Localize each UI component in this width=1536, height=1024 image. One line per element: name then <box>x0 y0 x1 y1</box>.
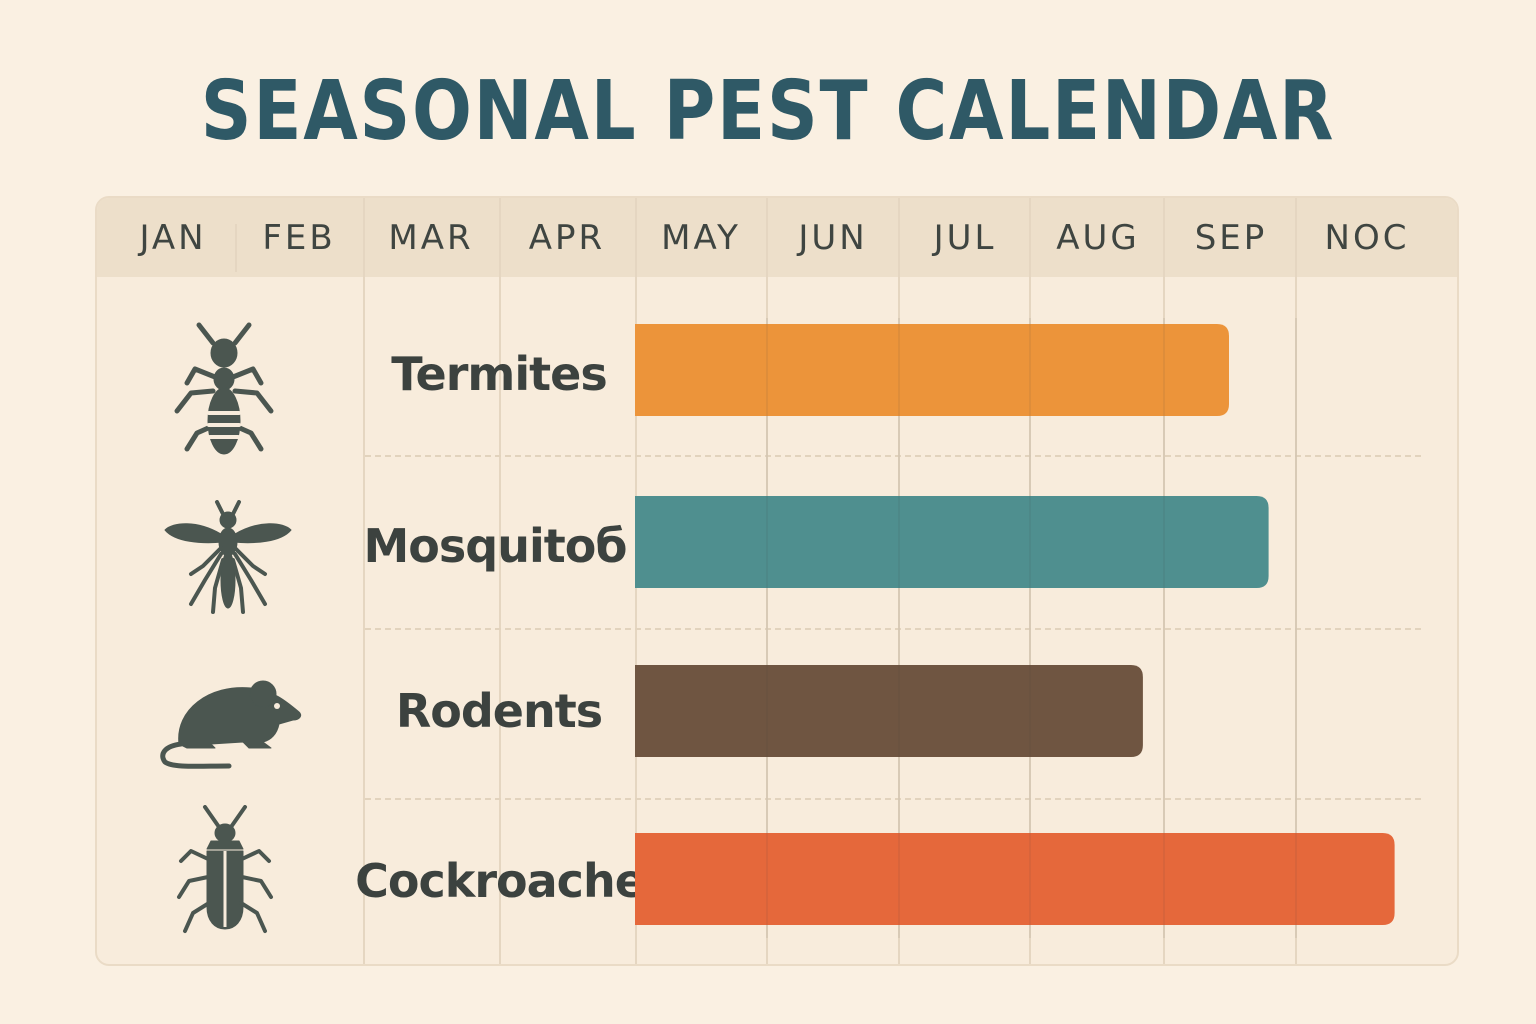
calendar-panel: JAN FEB MAR APR MAY JUN JUL AUG SEP NOC <box>95 196 1459 966</box>
bar-termites <box>635 324 1229 416</box>
month-label-feb: FEB <box>262 217 336 258</box>
bars-layer <box>635 324 1395 925</box>
month-label-jan: JAN <box>139 217 207 258</box>
bar-rodents <box>635 665 1143 757</box>
month-label-sep: SEP <box>1194 217 1268 258</box>
rodent-icon <box>160 680 302 769</box>
month-label-apr: APR <box>528 217 606 258</box>
month-label-aug: AUG <box>1056 217 1140 258</box>
pest-label-rodents: Rodents <box>395 684 603 738</box>
month-label-may: MAY <box>661 217 741 258</box>
grid-line <box>1295 318 1297 938</box>
grid-line <box>499 198 501 964</box>
row-separator <box>365 798 1421 800</box>
chart-title: SEASONAL PEST CALENDAR <box>200 64 1336 159</box>
row-separator <box>365 455 1421 457</box>
bar-mosquito <box>635 496 1269 588</box>
month-label-jul: JUL <box>933 217 997 258</box>
pest-label-mosquitos: Mosquitoб <box>363 519 628 573</box>
month-label-noc: NOC <box>1324 217 1410 258</box>
grid-line <box>766 318 768 938</box>
mosquito-icon <box>164 500 292 614</box>
month-label-mar: MAR <box>388 217 474 258</box>
grid-line <box>1295 198 1297 964</box>
month-header <box>97 198 1457 277</box>
termite-icon <box>174 322 274 455</box>
grid-line <box>898 318 900 938</box>
pest-label-cockroaches: Cockroache <box>355 854 646 908</box>
bar-cockroache <box>635 833 1395 925</box>
grid-line <box>235 224 237 272</box>
grid-line <box>1163 318 1165 938</box>
cockroach-icon <box>177 805 273 933</box>
pest-label-termites: Termites <box>391 347 607 401</box>
grid-line <box>363 198 365 964</box>
row-separator <box>365 628 1421 630</box>
month-label-jun: JUN <box>798 217 868 258</box>
grid-line <box>1029 318 1031 938</box>
